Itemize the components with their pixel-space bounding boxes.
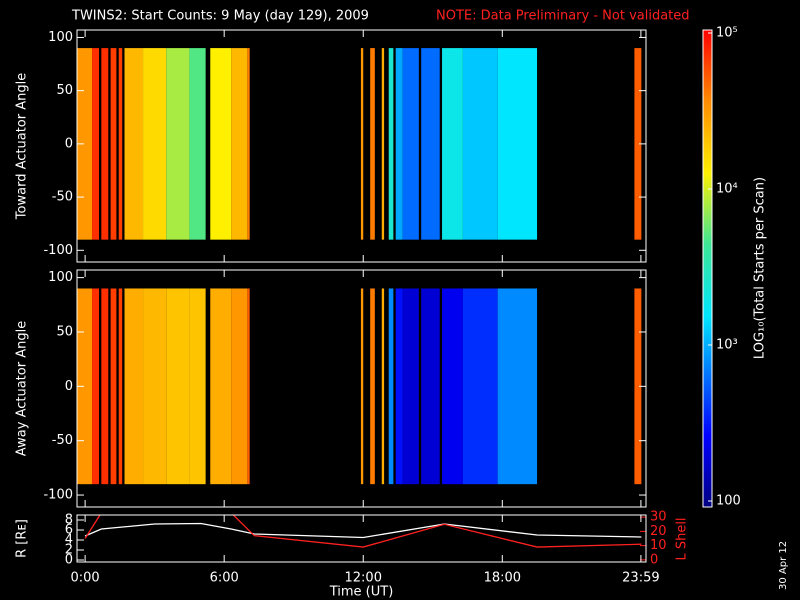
y-axis-label: Away Actuator Angle — [15, 321, 30, 456]
spectrogram-cell — [210, 288, 232, 485]
spectrogram-cell — [402, 48, 419, 240]
x-tick-label: 0:00 — [71, 571, 100, 586]
spectrogram-cell — [388, 288, 394, 485]
spectrogram-cell — [247, 48, 250, 240]
spectrogram-cell — [381, 288, 385, 485]
spectrogram-cell — [462, 48, 498, 240]
spectrogram-cell — [110, 48, 117, 240]
date-stamp: 30 Apr 12 — [778, 541, 789, 590]
x-tick-label: 12:00 — [345, 571, 382, 586]
spectrogram-cell — [210, 48, 232, 240]
y-tick-label: -50 — [52, 190, 73, 205]
spectrogram-cell — [118, 288, 123, 485]
spectrogram-cell — [143, 48, 167, 240]
spectrogram-cell — [395, 48, 403, 240]
note: NOTE: Data Preliminary - Not validated — [436, 9, 690, 24]
spectrogram-cell — [442, 48, 463, 240]
spectrogram-cell — [189, 288, 206, 485]
spectrogram-cell — [231, 48, 248, 240]
y-tick-label: 0 — [65, 379, 73, 394]
spectrogram-cell — [101, 48, 109, 240]
colorbar-tick-label: 10⁴ — [716, 182, 738, 197]
spectrogram-cell — [360, 48, 364, 240]
spectrogram-cell — [634, 288, 642, 485]
panel-frame — [76, 514, 647, 563]
spectrogram-cell — [497, 288, 538, 485]
spectrogram-cell — [124, 288, 144, 485]
colorbar-label: LOG₁₀(Total Starts per Scan) — [753, 177, 768, 359]
y-tick-label: 2 — [65, 543, 73, 558]
y-axis-label: R [Rᴇ] — [15, 519, 30, 558]
spectrogram-cell — [92, 288, 100, 485]
spectrogram-cell — [395, 288, 403, 485]
spectrogram-cell — [77, 48, 93, 240]
spectrogram-cell — [247, 288, 250, 485]
colorbar-tick-label: 10⁵ — [716, 26, 738, 41]
y-tick-label: -100 — [43, 488, 73, 503]
spectrogram-cell — [421, 48, 440, 240]
spectrogram-cell — [497, 48, 538, 240]
spectrogram-cell — [634, 48, 642, 240]
x-tick-label: 6:00 — [210, 571, 239, 586]
panel-frame — [76, 29, 647, 263]
spectrogram-cell — [118, 48, 123, 240]
y2-tick-label: 20 — [650, 524, 667, 539]
spectrogram-cell — [166, 288, 190, 485]
spectrogram-cell — [166, 48, 190, 240]
y2-tick-label: 0 — [650, 552, 658, 567]
y-axis-label: Toward Actuator Angle — [15, 73, 30, 220]
y2-tick-label: 10 — [650, 538, 667, 553]
spectrogram-cell — [381, 48, 385, 240]
spectrogram-cell — [462, 288, 498, 485]
y2-axis-label: L Shell — [675, 517, 690, 560]
spectrogram-cell — [402, 288, 419, 485]
colorbar-tick-label: 100 — [716, 494, 741, 509]
spectrogram-cell — [442, 288, 463, 485]
y-tick-label: 50 — [56, 324, 73, 339]
spectrogram-cell — [370, 288, 375, 485]
y-tick-label: 50 — [56, 83, 73, 98]
spectrogram-cell — [124, 48, 144, 240]
y-tick-label: 0 — [65, 136, 73, 151]
spectrogram-cell — [388, 48, 394, 240]
y-tick-label: 4 — [65, 533, 73, 548]
spectrogram-cell — [101, 288, 109, 485]
y-tick-label: 6 — [65, 523, 73, 538]
y-tick-label: -50 — [52, 433, 73, 448]
colorbar — [702, 29, 713, 508]
spectrogram-cell — [421, 288, 440, 485]
spectrogram-cell — [189, 48, 206, 240]
panel-frame — [76, 269, 647, 508]
y-tick-label: 100 — [48, 30, 73, 45]
spectrogram-cell — [143, 288, 167, 485]
line-series — [84, 515, 642, 548]
x-tick-label: 23:59 — [622, 571, 659, 586]
y-tick-label: 100 — [48, 270, 73, 285]
y-tick-label: 8 — [65, 513, 73, 528]
line-series — [84, 522, 642, 539]
spectrogram-cell — [77, 288, 93, 485]
x-axis-label: Time (UT) — [329, 585, 394, 600]
spectrogram-cell — [92, 48, 100, 240]
y-tick-label: -100 — [43, 243, 73, 258]
x-tick-label: 18:00 — [484, 571, 521, 586]
title: TWINS2: Start Counts: 9 May (day 129), 2… — [71, 9, 369, 24]
y-tick-label: 0 — [65, 553, 73, 568]
colorbar-tick-label: 10³ — [716, 338, 738, 353]
spectrogram-cell — [231, 288, 248, 485]
spectrogram-cell — [360, 288, 364, 485]
y2-tick-label: 30 — [650, 510, 667, 525]
spectrogram-cell — [370, 48, 375, 240]
spectrogram-cell — [110, 288, 117, 485]
